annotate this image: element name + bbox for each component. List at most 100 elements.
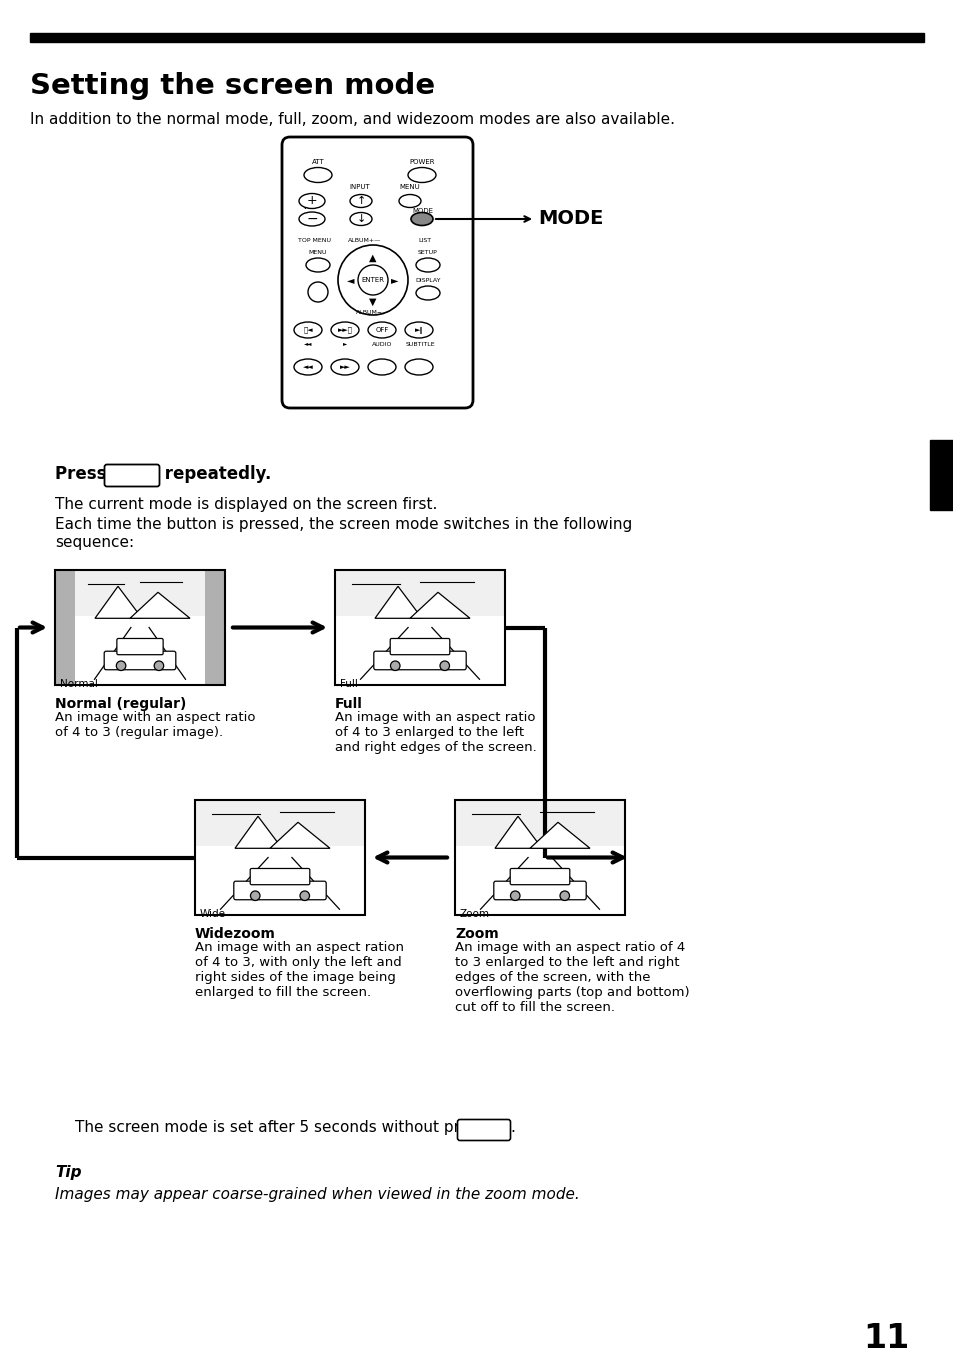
Polygon shape <box>375 587 421 618</box>
Circle shape <box>559 891 569 900</box>
FancyBboxPatch shape <box>105 465 159 487</box>
Text: OFF: OFF <box>375 327 388 333</box>
Circle shape <box>251 891 260 900</box>
Polygon shape <box>95 587 142 618</box>
Text: ▲: ▲ <box>369 253 376 264</box>
Circle shape <box>337 245 408 315</box>
Ellipse shape <box>350 195 372 207</box>
Text: sequence:: sequence: <box>55 535 134 550</box>
Text: ▼: ▼ <box>369 297 376 307</box>
Text: ENTER: ENTER <box>361 277 384 283</box>
Text: ↓: ↓ <box>355 214 365 224</box>
FancyBboxPatch shape <box>390 638 449 654</box>
Bar <box>30 32 923 42</box>
Text: ►►⧗: ►►⧗ <box>337 327 352 334</box>
Ellipse shape <box>405 322 433 338</box>
Ellipse shape <box>368 322 395 338</box>
Text: DISPLAY: DISPLAY <box>415 279 440 284</box>
Text: ►‖: ►‖ <box>415 326 423 334</box>
FancyBboxPatch shape <box>233 882 326 899</box>
Text: MODE: MODE <box>412 208 433 214</box>
Text: TOP MENU: TOP MENU <box>298 238 331 242</box>
Text: An image with an aspect ratio
of 4 to 3 enlarged to the left
and right edges of : An image with an aspect ratio of 4 to 3 … <box>335 711 537 754</box>
Ellipse shape <box>298 193 325 208</box>
Text: MODE: MODE <box>112 469 152 483</box>
Text: AUDIO: AUDIO <box>372 342 392 346</box>
Text: The screen mode is set after 5 seconds without pressing: The screen mode is set after 5 seconds w… <box>75 1119 513 1134</box>
Text: The current mode is displayed on the screen first.: The current mode is displayed on the scr… <box>55 498 436 512</box>
Circle shape <box>357 265 388 295</box>
Ellipse shape <box>350 212 372 226</box>
Ellipse shape <box>294 360 322 375</box>
Bar <box>194 800 365 846</box>
Text: Wide: Wide <box>200 909 226 919</box>
Text: VOL: VOL <box>303 204 316 210</box>
Ellipse shape <box>294 322 322 338</box>
Bar <box>335 571 504 617</box>
Circle shape <box>510 891 519 900</box>
Text: ◄: ◄ <box>347 274 355 285</box>
FancyBboxPatch shape <box>457 1119 510 1141</box>
Text: Widezoom: Widezoom <box>194 927 275 941</box>
Text: .: . <box>510 1119 515 1134</box>
Text: Each time the button is pressed, the screen mode switches in the following: Each time the button is pressed, the scr… <box>55 516 632 531</box>
Bar <box>55 571 225 685</box>
Bar <box>194 800 365 915</box>
Text: ALBUM+—: ALBUM+— <box>348 238 381 242</box>
Text: 11: 11 <box>862 1322 909 1352</box>
Polygon shape <box>270 822 330 848</box>
Circle shape <box>154 661 164 671</box>
Bar <box>929 439 953 510</box>
Text: +: + <box>306 195 317 207</box>
Bar <box>335 571 504 685</box>
FancyBboxPatch shape <box>117 638 163 654</box>
Bar <box>335 571 504 685</box>
Ellipse shape <box>331 360 358 375</box>
Ellipse shape <box>416 287 439 300</box>
Polygon shape <box>410 592 470 618</box>
FancyBboxPatch shape <box>250 868 310 884</box>
Circle shape <box>116 661 126 671</box>
Text: Full: Full <box>339 679 357 690</box>
Text: Setting the screen mode: Setting the screen mode <box>30 72 435 100</box>
Text: Tip: Tip <box>55 1165 81 1180</box>
Text: Full: Full <box>335 698 362 711</box>
Polygon shape <box>495 817 541 848</box>
Text: MENU: MENU <box>309 250 327 256</box>
Text: ►: ► <box>391 274 398 285</box>
Ellipse shape <box>298 212 325 226</box>
Bar <box>455 800 624 915</box>
Text: Zoom: Zoom <box>455 927 498 941</box>
FancyBboxPatch shape <box>494 882 585 899</box>
Bar <box>455 800 624 846</box>
Text: ALBUM−—: ALBUM−— <box>355 311 389 315</box>
Text: ⧖◄: ⧖◄ <box>303 327 313 334</box>
Ellipse shape <box>405 360 433 375</box>
Ellipse shape <box>408 168 436 183</box>
Ellipse shape <box>304 168 332 183</box>
Bar <box>55 571 75 685</box>
Text: Images may appear coarse-grained when viewed in the zoom mode.: Images may appear coarse-grained when vi… <box>55 1187 579 1202</box>
Text: −: − <box>306 212 317 226</box>
Bar <box>75 571 205 617</box>
Text: Normal (regular): Normal (regular) <box>55 698 186 711</box>
Ellipse shape <box>306 258 330 272</box>
Bar <box>455 800 624 915</box>
Text: MENU: MENU <box>399 184 420 191</box>
Polygon shape <box>530 822 589 848</box>
FancyBboxPatch shape <box>282 137 473 408</box>
FancyBboxPatch shape <box>104 652 175 669</box>
Text: ATT: ATT <box>312 160 324 165</box>
Text: In addition to the normal mode, full, zoom, and widezoom modes are also availabl: In addition to the normal mode, full, zo… <box>30 112 675 127</box>
Ellipse shape <box>411 212 433 226</box>
Text: An image with an aspect ration
of 4 to 3, with only the left and
right sides of : An image with an aspect ration of 4 to 3… <box>194 941 403 999</box>
Bar <box>205 571 225 685</box>
Ellipse shape <box>368 360 395 375</box>
Polygon shape <box>130 592 190 618</box>
FancyBboxPatch shape <box>510 868 569 884</box>
Text: Normal: Normal <box>60 679 98 690</box>
Text: LIST: LIST <box>418 238 431 242</box>
Text: MODE: MODE <box>464 1124 502 1137</box>
Text: ↑: ↑ <box>355 196 365 206</box>
Text: SETUP: SETUP <box>417 250 437 256</box>
